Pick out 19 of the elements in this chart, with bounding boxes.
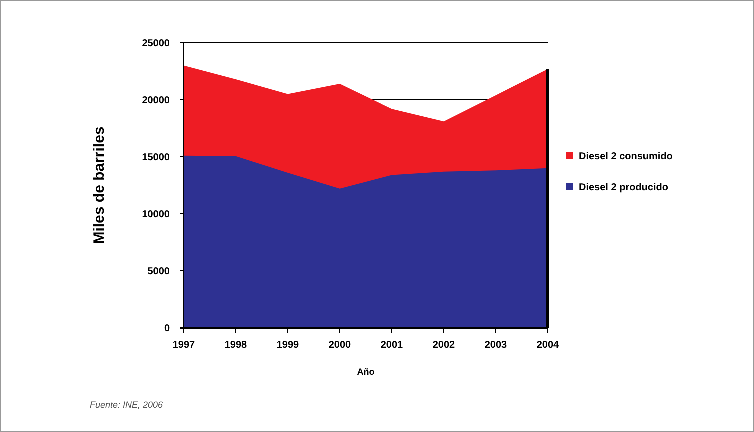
x-tick-label: 2001 xyxy=(380,340,404,351)
y-tick-label: 15000 xyxy=(142,152,170,164)
x-tick-label: 1997 xyxy=(172,340,196,351)
y-tick-label: 0 xyxy=(164,324,170,334)
source-note: Fuente: INE, 2006 xyxy=(90,400,164,410)
legend-label: Diesel 2 consumido xyxy=(579,152,673,162)
y-tick-label: 20000 xyxy=(142,96,170,106)
x-tick-label: 2000 xyxy=(328,340,352,351)
x-tick-label: 1999 xyxy=(276,340,300,351)
x-tick-label: 1998 xyxy=(224,340,248,351)
x-tick-label: 2004 xyxy=(536,340,560,351)
y-tick-label: 5000 xyxy=(148,266,170,278)
legend-label: Diesel 2 producido xyxy=(579,182,668,194)
y-tick-label: 10000 xyxy=(142,210,170,220)
y-axis-title: Miles de barriles xyxy=(91,126,108,244)
y-tick-label: 25000 xyxy=(142,38,170,50)
x-tick-label: 2002 xyxy=(432,340,456,351)
x-axis-title: Año xyxy=(357,367,376,377)
x-tick-label: 2003 xyxy=(484,340,508,351)
